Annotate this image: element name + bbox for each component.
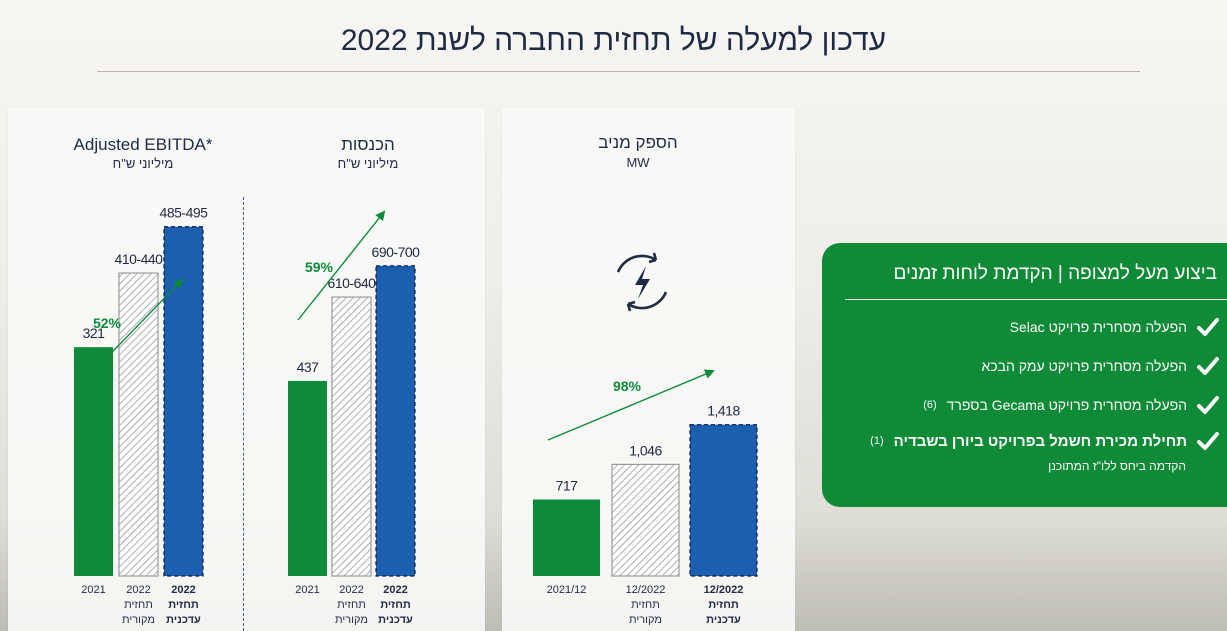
bar bbox=[533, 499, 600, 576]
chart-divider bbox=[243, 197, 244, 631]
category-label: תחזית bbox=[380, 599, 411, 611]
growth-arrow bbox=[87, 278, 184, 378]
bar bbox=[74, 347, 113, 576]
callout-item-text: תחילת מכירת חשמל בפרויקט ביורן בשבדיה bbox=[893, 432, 1187, 450]
category-label: 2022 bbox=[339, 584, 363, 596]
bar-value-label: 690-700 bbox=[372, 244, 421, 260]
category-label: תחזית bbox=[631, 599, 660, 611]
page-title: עדכון למעלה של תחזית החברה לשנת 2022 bbox=[340, 24, 887, 57]
callout-item-selac: הפעלה מסחרית פרויקט Selac bbox=[1010, 317, 1219, 337]
callout-note: הקדמה ביחס ללו"ז המתוכנן bbox=[1048, 459, 1186, 473]
category-label: מקורית bbox=[335, 614, 368, 626]
bar-value-label: 1,418 bbox=[707, 403, 740, 419]
growth-arrow bbox=[297, 210, 386, 321]
bar-value-label: 1,046 bbox=[629, 442, 662, 458]
check-icon bbox=[1197, 396, 1219, 414]
bar bbox=[118, 272, 159, 577]
category-label: 2022 bbox=[126, 584, 150, 596]
callout-item-text: הפעלה מסחרית פרויקט Gecama בספרד bbox=[946, 397, 1187, 413]
growth-label: 59% bbox=[305, 259, 334, 275]
bar bbox=[375, 265, 416, 577]
bar-value-label: 610-640 bbox=[328, 275, 377, 291]
callout-item-emek-habacha: הפעלה מסחרית פרויקט עמק הבכא bbox=[982, 356, 1219, 376]
title-divider bbox=[97, 71, 1140, 72]
footnote-badge: (1) bbox=[870, 435, 884, 447]
category-label: 2022 bbox=[383, 584, 407, 596]
category-label: מקורית bbox=[122, 614, 155, 626]
bar bbox=[611, 463, 680, 577]
category-label: עדכנית bbox=[706, 614, 741, 626]
category-label: 12/2022 bbox=[626, 584, 666, 596]
bar-value-label: 717 bbox=[556, 477, 579, 493]
growth-label: 98% bbox=[613, 378, 642, 394]
check-icon bbox=[1197, 318, 1219, 336]
bar bbox=[288, 380, 327, 576]
check-icon bbox=[1197, 432, 1219, 450]
revenue-chart-title: הכנסות bbox=[341, 135, 395, 154]
capacity-chart-unit: MW bbox=[626, 155, 650, 170]
category-label: 12/2022 bbox=[704, 584, 744, 596]
category-label: מקורית bbox=[629, 614, 662, 626]
category-label: 2021 bbox=[295, 584, 319, 596]
footnote-badge: (6) bbox=[923, 399, 937, 411]
category-label: תחזית bbox=[337, 599, 366, 611]
schedule-callout: ביצוע מעל למצופה | הקדמת לוחות זמנים הפע… bbox=[822, 243, 1227, 507]
category-label: 2021 bbox=[81, 584, 105, 596]
chart-group-0: 321 2021 410-440 2022 תחזית מקורית 485-495 2022… bbox=[74, 205, 209, 626]
bar-value-label: 485-495 bbox=[160, 205, 209, 221]
bar-value-label: 321 bbox=[83, 325, 106, 341]
revenue-chart-unit: מיליוני ש"ח bbox=[337, 156, 399, 171]
bar-value-label: 410-440 bbox=[115, 251, 164, 267]
chart-group-1: 437 2021 610-640 2022 תחזית מקורית 690-700 2022… bbox=[288, 210, 421, 626]
bar bbox=[331, 296, 372, 577]
category-label: 2022 bbox=[171, 584, 195, 596]
callout-item-text: הפעלה מסחרית פרויקט עמק הבכא bbox=[981, 358, 1187, 374]
bar bbox=[689, 424, 758, 577]
callout-divider bbox=[845, 299, 1227, 300]
category-label: תחזית bbox=[124, 599, 153, 611]
bar bbox=[163, 226, 204, 577]
category-label: עדכנית bbox=[166, 614, 201, 626]
category-label: תחזית bbox=[708, 599, 739, 611]
category-label: 2021/12 bbox=[547, 584, 587, 596]
power-cycle-icon bbox=[616, 252, 668, 312]
capacity-chart-title: הספק מניב bbox=[598, 133, 678, 152]
callout-item-text: הפעלה מסחרית פרויקט Selac bbox=[1009, 319, 1187, 335]
ebitda-chart-title: Adjusted EBITDA* bbox=[73, 135, 213, 154]
category-label: תחזית bbox=[168, 599, 199, 611]
ebitda-chart-unit: מיליוני ש"ח bbox=[112, 156, 174, 171]
callout-header: ביצוע מעל למצופה | הקדמת לוחות זמנים bbox=[893, 263, 1217, 284]
category-label: עדכנית bbox=[378, 614, 413, 626]
bar-value-label: 437 bbox=[297, 359, 320, 375]
growth-arrow bbox=[547, 369, 715, 441]
callout-item-bjorn: תחילת מכירת חשמל בפרויקט ביורן בשבדיה (1… bbox=[870, 431, 1219, 451]
growth-label: 52% bbox=[93, 315, 122, 331]
check-icon bbox=[1197, 357, 1219, 375]
callout-item-gecama: הפעלה מסחרית פרויקט Gecama בספרד (6) bbox=[923, 395, 1219, 415]
chart-group-2: 717 2021/12 1,046 12/2022 תחזית מקורית 1,418 12… bbox=[533, 369, 758, 626]
